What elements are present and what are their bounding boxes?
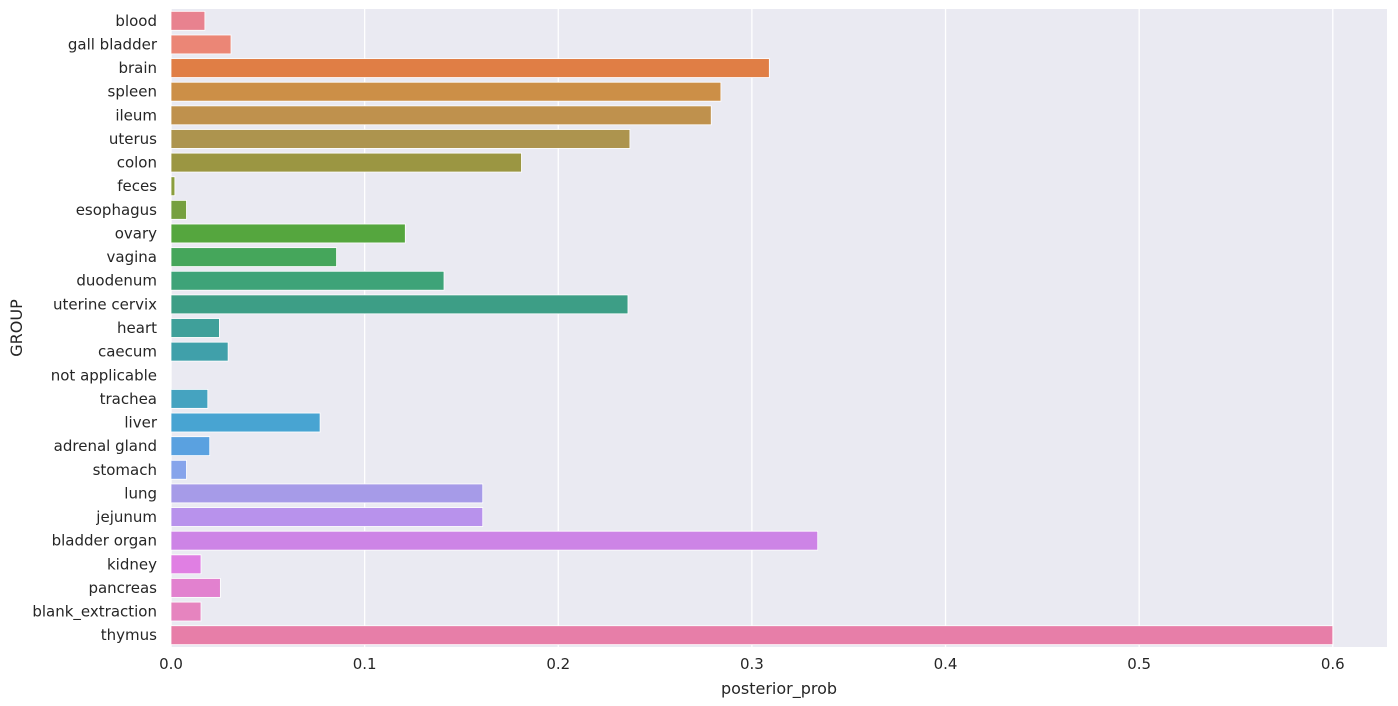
x-tick-label: 0.2 [546, 655, 570, 673]
y-tick-label: ovary [115, 224, 157, 242]
bars [170, 10, 1334, 646]
bar-blank-extraction [170, 601, 202, 622]
y-tick-label: liver [124, 414, 157, 432]
y-axis-title: GROUP [7, 299, 26, 357]
y-tick-label: stomach [93, 461, 157, 479]
bar-lung [170, 483, 484, 504]
bar-blood [170, 10, 206, 31]
bar-esophagus [170, 199, 187, 220]
bar-colon [170, 152, 522, 173]
x-tick-label: 0.1 [353, 655, 377, 673]
y-tick-label: ileum [115, 106, 157, 124]
bar-spleen [170, 81, 722, 102]
bar-pancreas [170, 578, 221, 598]
bar-thymus [170, 625, 1334, 646]
bar-uterine-cervix [170, 294, 629, 315]
bar-caecum [170, 341, 229, 362]
y-tick-label: not applicable [51, 366, 157, 384]
y-tick-label: blood [115, 12, 157, 30]
y-tick-label: thymus [101, 626, 157, 644]
y-tick-label: pancreas [88, 579, 157, 597]
y-tick-label: adrenal gland [54, 437, 157, 455]
bar-bladder-organ [170, 530, 819, 551]
y-tick-label: kidney [107, 555, 157, 573]
y-tick-label: bladder organ [52, 532, 157, 550]
y-tick-label: uterine cervix [53, 295, 157, 313]
y-tick-label: blank_extraction [32, 603, 157, 622]
bar-adrenal-gland [170, 436, 211, 456]
bar-heart [170, 318, 220, 338]
y-tick-label: uterus [109, 130, 157, 148]
bar-gall-bladder [170, 34, 232, 55]
bar-liver [170, 412, 321, 433]
bar-vagina [170, 247, 337, 267]
x-tick-labels: 0.0 0.1 0.2 0.3 0.4 0.5 0.6 [159, 655, 1345, 673]
x-tick-label: 0.6 [1321, 655, 1345, 673]
y-tick-labels: blood gall bladder brain spleen ileum uterus c… [32, 12, 157, 644]
y-tick-label: esophagus [76, 201, 157, 219]
y-tick-label: caecum [98, 343, 157, 361]
y-tick-label: trachea [100, 390, 157, 408]
y-tick-label: colon [117, 154, 157, 172]
bar-trachea [170, 389, 209, 409]
y-tick-label: duodenum [76, 272, 157, 290]
bar-uterus [170, 129, 631, 149]
bar-kidney [170, 554, 202, 575]
bar-ileum [170, 105, 712, 126]
x-tick-label: 0.5 [1127, 655, 1151, 673]
x-axis-title: posterior_prob [721, 679, 837, 699]
x-tick-label: 0.4 [934, 655, 958, 673]
y-tick-label: jejunum [95, 508, 157, 526]
y-tick-label: gall bladder [68, 35, 158, 53]
x-tick-label: 0.3 [740, 655, 764, 673]
bar-jejunum [170, 507, 484, 527]
y-tick-label: vagina [107, 248, 157, 266]
y-tick-label: feces [117, 177, 157, 195]
y-tick-label: spleen [108, 83, 157, 101]
bar-duodenum [170, 270, 445, 291]
bar-brain [170, 58, 770, 78]
bar-stomach [170, 459, 187, 480]
y-tick-label: brain [118, 59, 157, 77]
bar-feces [170, 176, 176, 197]
bar-ovary [170, 223, 406, 244]
y-tick-label: heart [117, 319, 157, 337]
plot-background [171, 9, 1387, 647]
x-tick-label: 0.0 [159, 655, 183, 673]
y-tick-label: lung [124, 484, 157, 502]
